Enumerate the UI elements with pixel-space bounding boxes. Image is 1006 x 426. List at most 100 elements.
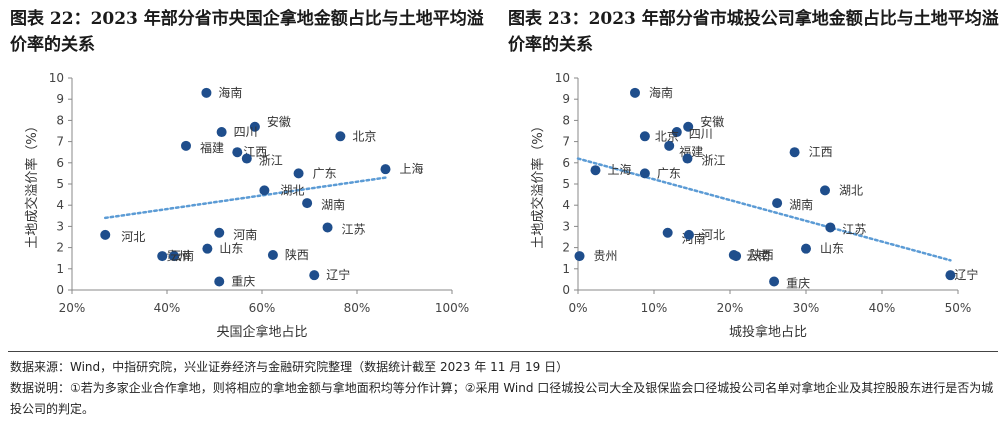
y-tick-label: 8 xyxy=(56,113,64,127)
data-point-label: 江西 xyxy=(809,145,833,159)
data-point-label: 辽宁 xyxy=(954,267,978,282)
data-point-label: 浙江 xyxy=(701,154,725,168)
y-tick-label: 1 xyxy=(56,262,64,276)
scatter-chart-soe-svg: 0 1 2 3 4 5 6 7 8 9 10 20% 40% 60% 80% 100% 央国企拿地占比 土地成交溢… xyxy=(24,71,469,340)
data-point-label: 北京 xyxy=(655,129,679,143)
source-note: 数据来源：Wind，中指研究院，兴业证券经济与金融研究院整理（数据统计截至 20… xyxy=(10,360,569,374)
data-point-label: 河北 xyxy=(121,230,145,244)
divider-line xyxy=(8,351,998,352)
x-tick-label: 20% xyxy=(59,301,86,315)
x-tick-label: 80% xyxy=(344,301,371,315)
data-point xyxy=(769,276,780,287)
data-point xyxy=(380,164,391,175)
trendline xyxy=(104,176,387,220)
x-tick-label: 20% xyxy=(717,301,744,315)
data-point xyxy=(202,243,213,254)
data-point-label: 北京 xyxy=(352,129,376,143)
y-tick-label: 10 xyxy=(49,71,64,85)
data-point-label: 陕西 xyxy=(750,247,774,262)
data-point xyxy=(825,222,836,233)
x-tick-label: 10% xyxy=(641,301,668,315)
y-tick-label: 0 xyxy=(56,283,64,297)
data-point xyxy=(302,198,313,209)
data-note: 数据说明：①若为多家企业合作拿地，则将相应的拿地金额与拿地面积均等分作计算；②采… xyxy=(10,381,994,416)
y-tick-label: 10 xyxy=(555,71,570,85)
y-tick-label: 6 xyxy=(56,156,64,170)
data-point xyxy=(683,229,694,240)
data-point xyxy=(574,251,585,262)
data-point-label: 江苏 xyxy=(342,222,366,236)
data-point xyxy=(232,147,243,158)
data-point-label: 安徽 xyxy=(267,114,291,129)
y-tick-label: 5 xyxy=(56,177,64,191)
data-point-label: 广东 xyxy=(313,166,337,180)
y-tick-label: 4 xyxy=(56,198,64,212)
x-tick-label: 60% xyxy=(249,301,276,315)
scatter-chart-soe: 0 1 2 3 4 5 6 7 8 9 10 20% 40% 60% 80% 100% 央国企拿地占比 土地成交溢… xyxy=(0,63,500,345)
data-point xyxy=(214,276,225,287)
data-point xyxy=(249,121,260,132)
x-tick-label: 0% xyxy=(568,301,587,315)
x-tick-label: 100% xyxy=(435,301,469,315)
y-axis-title: 土地成交溢价率（%） xyxy=(24,119,40,248)
x-tick-label: 30% xyxy=(793,301,820,315)
data-point xyxy=(241,153,252,164)
data-point xyxy=(789,147,800,158)
y-tick-label: 6 xyxy=(562,156,570,170)
y-tick-label: 7 xyxy=(56,135,64,149)
data-point xyxy=(259,185,270,196)
data-point-label: 安徽 xyxy=(700,114,724,129)
y-tick-label: 9 xyxy=(562,92,570,106)
data-point-label: 湖北 xyxy=(839,182,863,197)
data-point xyxy=(662,227,673,238)
y-axis-title: 土地成交溢价率（%） xyxy=(530,119,546,248)
data-point xyxy=(214,227,225,238)
data-point xyxy=(157,251,168,262)
data-point xyxy=(682,153,693,164)
data-point xyxy=(639,131,650,142)
data-point xyxy=(731,251,742,262)
data-point xyxy=(671,127,682,138)
data-point-label: 山东 xyxy=(820,242,844,256)
data-point-label: 辽宁 xyxy=(326,267,350,282)
data-point xyxy=(169,251,180,262)
chart-title-right: 图表 23：2023 年部分省市城投公司拿地金额占比与土地平均溢价率的关系 xyxy=(508,9,999,55)
data-point-label: 上海 xyxy=(607,162,631,177)
x-axis-title: 央国企拿地占比 xyxy=(216,324,307,340)
data-point-label: 四川 xyxy=(234,125,258,139)
data-point xyxy=(201,87,212,98)
y-tick-label: 8 xyxy=(562,113,570,127)
data-point-label: 重庆 xyxy=(786,277,810,291)
chart-title-left: 图表 22：2023 年部分省市央国企拿地金额占比与土地平均溢价率的关系 xyxy=(10,9,484,55)
data-point-label: 湖南 xyxy=(321,197,345,212)
scatter-chart-lgfv-svg: 0 1 2 3 4 5 6 7 8 9 10 0% 10% 20% 30% 40% 50% 城投拿地占比 土地成交溢… xyxy=(530,71,978,340)
data-point xyxy=(639,168,650,179)
y-tick-label: 5 xyxy=(562,177,570,191)
data-point xyxy=(216,127,227,138)
data-point-label: 山东 xyxy=(219,242,243,256)
data-point-label: 四川 xyxy=(689,127,713,141)
data-point-label: 重庆 xyxy=(231,275,255,289)
data-point-label: 河北 xyxy=(701,228,725,242)
x-axis-title: 城投拿地占比 xyxy=(729,324,807,340)
scatter-chart-lgfv: 0 1 2 3 4 5 6 7 8 9 10 0% 10% 20% 30% 40% 50% 城投拿地占比 土地成交溢… xyxy=(506,63,1006,345)
data-point-label: 云南 xyxy=(746,248,770,263)
data-point xyxy=(293,168,304,179)
y-tick-label: 3 xyxy=(56,219,64,233)
data-point-label: 海南 xyxy=(218,85,242,100)
data-point xyxy=(801,243,811,254)
data-point xyxy=(772,198,783,209)
y-tick-label: 2 xyxy=(562,241,570,255)
data-point-label: 广东 xyxy=(657,166,681,180)
data-point xyxy=(683,121,694,132)
data-point xyxy=(309,270,320,281)
y-tick-label: 1 xyxy=(562,262,570,276)
y-tick-label: 3 xyxy=(562,219,570,233)
x-tick-label: 40% xyxy=(869,301,896,315)
data-point-label: 福建 xyxy=(200,140,224,155)
data-point xyxy=(945,270,956,281)
data-point-label: 贵州 xyxy=(594,249,618,263)
data-point-label: 上海 xyxy=(400,161,424,176)
data-point xyxy=(664,140,675,151)
data-point xyxy=(267,250,278,261)
